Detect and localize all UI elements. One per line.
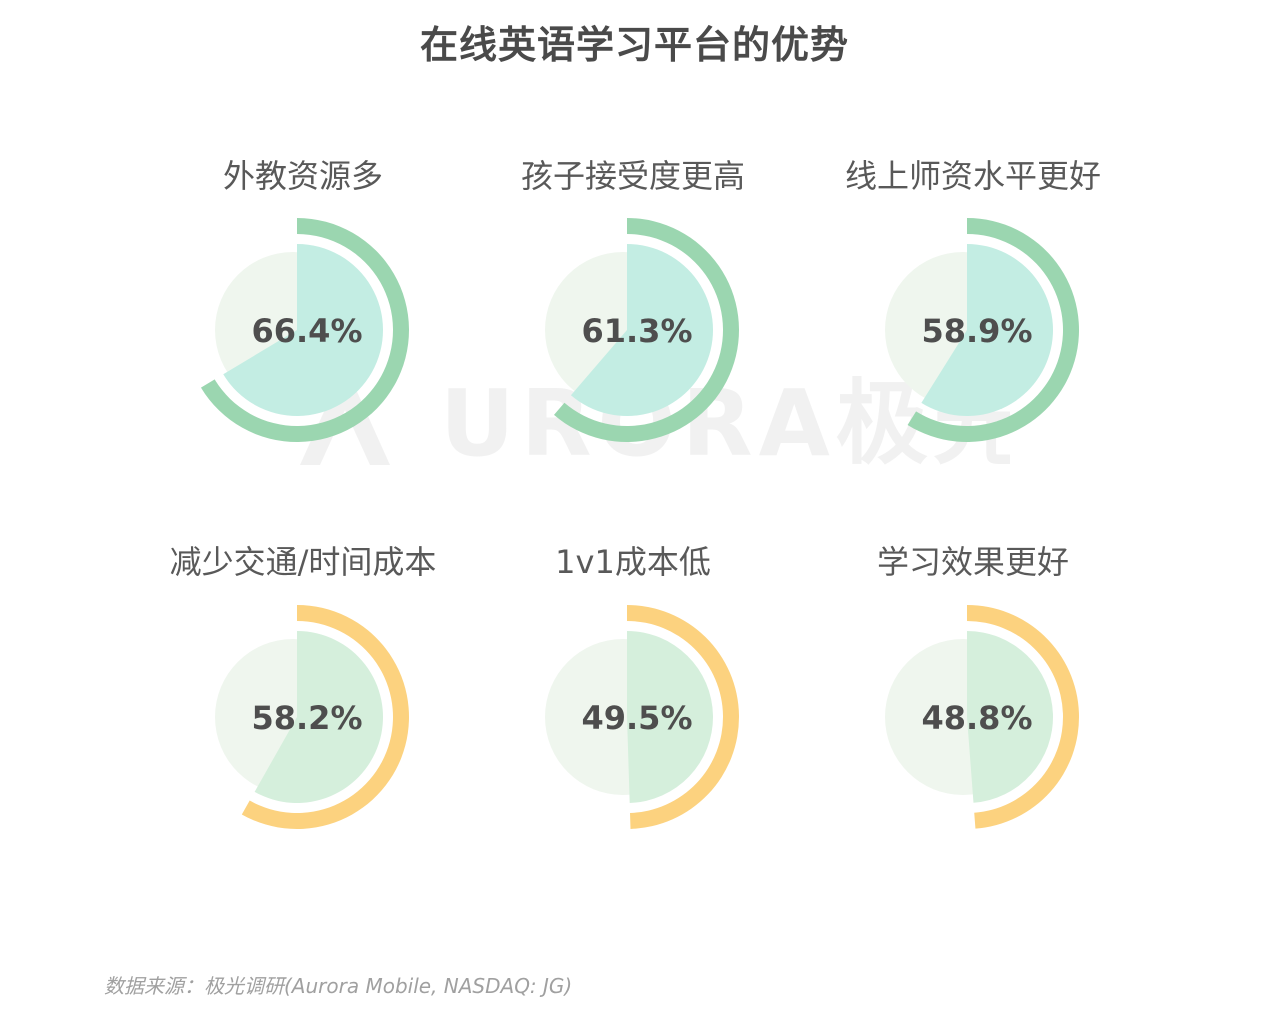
category-label: 1v1成本低: [555, 543, 711, 581]
gauge-item: 减少交通/时间成本 58.2%: [170, 543, 437, 829]
gauge-value-ring: [241, 605, 409, 829]
gauge-value-sector: [254, 631, 384, 803]
gauge-value-sector: [967, 631, 1054, 803]
value-label: 66.4%: [251, 312, 362, 350]
gauge-value-ring: [907, 218, 1079, 442]
category-label: 线上师资水平更好: [845, 157, 1101, 195]
value-label: 48.8%: [921, 699, 1032, 737]
category-label: 学习效果更好: [877, 543, 1069, 581]
gauge-value-sector: [570, 244, 714, 417]
gauge-value-ring: [553, 218, 739, 443]
category-label: 孩子接受度更高: [521, 157, 745, 195]
gauge-item: 孩子接受度更高 61.3%: [521, 157, 745, 443]
value-label: 58.2%: [251, 699, 362, 737]
gauge-value-ring: [627, 605, 740, 829]
gauge-item: 线上师资水平更好 58.9%: [845, 157, 1101, 442]
data-source-note: 数据来源：极光调研(Aurora Mobile, NASDAQ: JG): [104, 974, 573, 998]
category-label: 减少交通/时间成本: [170, 543, 437, 581]
gauge-item: 学习效果更好 48.8%: [877, 543, 1080, 829]
value-label: 49.5%: [581, 699, 692, 737]
gauge-item: 1v1成本低 49.5%: [545, 543, 740, 829]
gauge-value-sector: [921, 244, 1053, 416]
gauge-value-sector: [627, 631, 713, 803]
aurora-logo-icon: [300, 365, 390, 465]
value-label: 58.9%: [921, 312, 1032, 350]
gauge-item: 外教资源多 66.4%: [200, 157, 410, 443]
value-label: 61.3%: [581, 312, 692, 350]
category-label: 外教资源多: [223, 157, 383, 195]
gauge-value-sector: [223, 244, 383, 416]
chart-title: 在线英语学习平台的优势: [419, 23, 849, 67]
gauge-value-ring: [967, 604, 1080, 829]
